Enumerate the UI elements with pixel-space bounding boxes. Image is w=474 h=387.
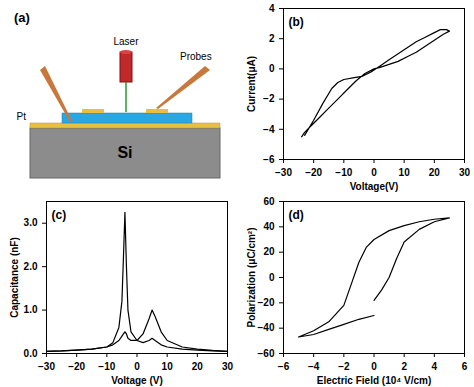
svg-text:−10: −10 <box>335 167 352 178</box>
svg-text:2.0: 2.0 <box>24 261 38 272</box>
svg-text:−60: −60 <box>258 348 275 359</box>
svg-text:20: 20 <box>429 167 441 178</box>
svg-text:−20: −20 <box>258 297 275 308</box>
svg-text:−6: −6 <box>263 154 275 165</box>
svg-text:60: 60 <box>263 196 275 207</box>
svg-text:−20: −20 <box>305 167 322 178</box>
svg-text:−2: −2 <box>338 361 350 372</box>
svg-text:Current(μA): Current(μA) <box>246 56 257 112</box>
svg-text:20: 20 <box>192 361 204 372</box>
svg-text:Si: Si <box>117 144 132 161</box>
svg-text:−6: −6 <box>278 361 290 372</box>
svg-text:0: 0 <box>371 361 377 372</box>
svg-text:0: 0 <box>269 63 275 74</box>
svg-text:Voltage (V): Voltage (V) <box>111 375 162 386</box>
svg-text:−4: −4 <box>263 124 275 135</box>
svg-text:(b): (b) <box>289 15 304 29</box>
svg-text:0.0: 0.0 <box>24 348 38 359</box>
svg-text:10: 10 <box>399 167 411 178</box>
svg-text:20: 20 <box>263 246 275 257</box>
svg-text:3.0: 3.0 <box>24 217 38 228</box>
svg-text:30: 30 <box>459 167 471 178</box>
svg-text:0: 0 <box>269 272 275 283</box>
svg-text:40: 40 <box>263 221 275 232</box>
svg-text:Polarization (μC/cm²): Polarization (μC/cm²) <box>246 227 257 327</box>
svg-text:Probes: Probes <box>180 51 212 62</box>
svg-text:0: 0 <box>134 361 140 372</box>
svg-text:Pt: Pt <box>17 111 27 122</box>
svg-text:(d): (d) <box>289 208 304 222</box>
svg-text:4: 4 <box>269 3 275 14</box>
svg-text:30: 30 <box>222 361 234 372</box>
svg-text:−2: −2 <box>263 93 275 104</box>
svg-text:−30: −30 <box>38 361 55 372</box>
svg-text:(c): (c) <box>52 208 67 222</box>
svg-text:(a): (a) <box>14 10 30 25</box>
svg-text:Voltage(V): Voltage(V) <box>350 181 399 192</box>
svg-text:1.0: 1.0 <box>24 304 38 315</box>
svg-text:Laser: Laser <box>113 36 139 47</box>
svg-text:Electric Field (10⁴ V/cm): Electric Field (10⁴ V/cm) <box>317 375 431 386</box>
svg-text:6: 6 <box>462 361 468 372</box>
svg-text:Capacitance (nF): Capacitance (nF) <box>9 237 20 318</box>
svg-text:−4: −4 <box>308 361 320 372</box>
svg-text:−30: −30 <box>275 167 292 178</box>
svg-text:2: 2 <box>269 33 275 44</box>
svg-text:−10: −10 <box>98 361 115 372</box>
svg-text:−40: −40 <box>258 322 275 333</box>
svg-text:2: 2 <box>401 361 407 372</box>
svg-text:0: 0 <box>371 167 377 178</box>
svg-text:4: 4 <box>432 361 438 372</box>
svg-text:10: 10 <box>162 361 174 372</box>
svg-text:−20: −20 <box>68 361 85 372</box>
